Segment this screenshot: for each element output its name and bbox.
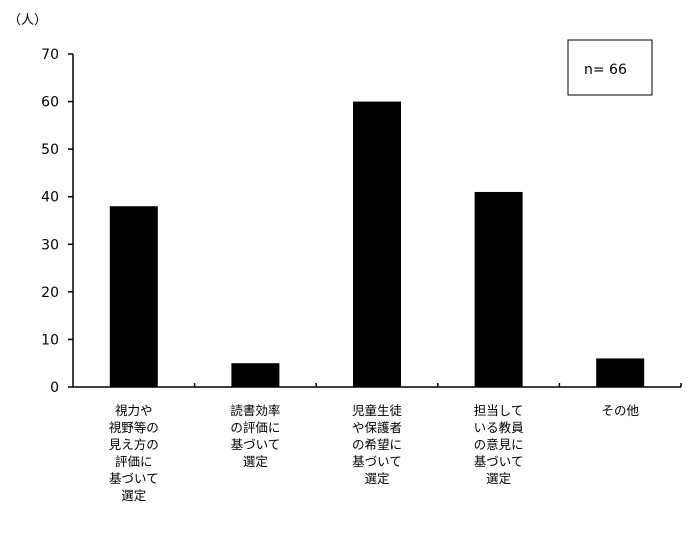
x-tick-labels: 視力や視野等の見え方の評価に基づいて選定読書効率の評価に基づいて選定児童生徒や保… (109, 403, 640, 503)
x-tick-label: 児童生徒 (352, 403, 403, 418)
y-tick-label: 50 (41, 142, 59, 158)
sample-size-label: n= 66 (584, 62, 627, 78)
x-tick-label: 担当して (474, 403, 524, 418)
x-tick-label: 基づいて (231, 437, 281, 452)
x-tick-label: 視野等の (109, 420, 159, 435)
x-tick-label: 選定 (364, 471, 389, 486)
x-tick-label: その他 (601, 403, 639, 418)
x-tick-label: 評価に (115, 454, 153, 469)
sample-size-box: n= 66 (567, 39, 653, 96)
x-tick-label: の意見に (474, 437, 524, 452)
x-tick-label: 視力や (115, 403, 153, 418)
y-unit-label: （人） (8, 13, 47, 28)
x-tick-label: や保護者 (352, 420, 402, 435)
bars (109, 101, 645, 388)
y-tick-label: 10 (41, 332, 59, 348)
x-tick-label: 選定 (121, 488, 146, 503)
y-axis: 0 10 20 30 40 50 60 70 (41, 47, 74, 396)
x-tick-label: 基づいて (474, 454, 524, 469)
y-tick-label: 40 (41, 190, 59, 206)
x-tick-label: 選定 (243, 454, 268, 469)
x-tick-label: 読書効率 (230, 403, 280, 418)
x-tick-label: の評価に (230, 420, 280, 435)
x-tick-label: の希望に (352, 437, 402, 452)
x-tick-label: 選定 (486, 471, 511, 486)
bar (231, 363, 280, 387)
bar (109, 206, 158, 387)
bar (353, 101, 401, 388)
bar (596, 358, 645, 387)
x-tick-label: 見え方の (109, 437, 159, 452)
bar (474, 191, 523, 387)
y-tick-label: 0 (50, 380, 59, 396)
y-tick-label: 30 (41, 237, 59, 253)
x-tick-label: 基づいて (352, 454, 402, 469)
x-tick-label: 基づいて (109, 471, 159, 486)
y-tick-label: 20 (41, 285, 59, 301)
x-tick-label: いる教員 (474, 420, 525, 435)
y-tick-label: 60 (41, 95, 59, 111)
y-tick-label: 70 (41, 47, 59, 63)
